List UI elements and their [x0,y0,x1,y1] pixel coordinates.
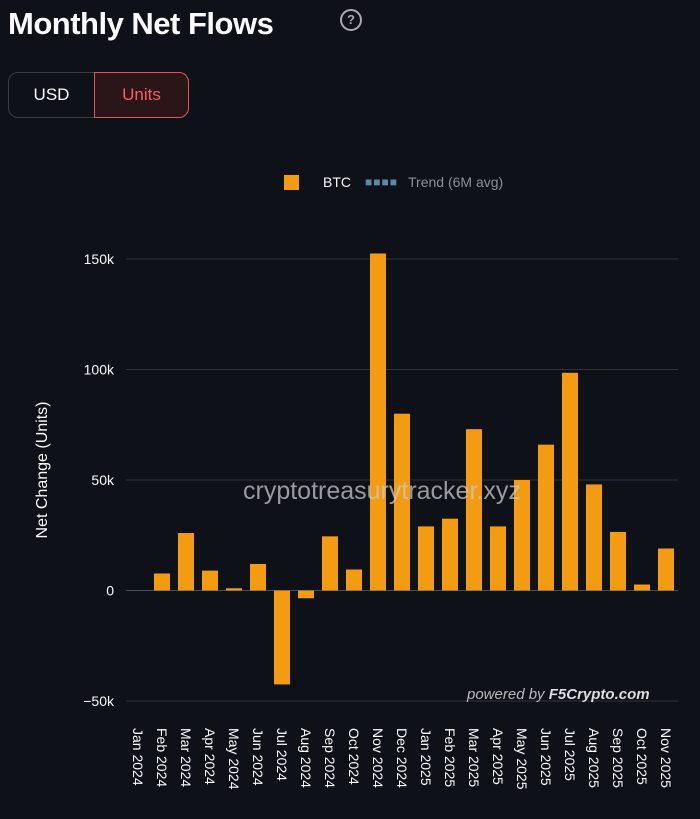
page-title: Monthly Net Flows [8,6,274,41]
bar[interactable] [490,526,506,591]
watermark: cryptotreasurytracker.xyz [243,477,521,505]
x-tick-label: May 2024 [226,728,242,790]
bar[interactable] [322,536,338,591]
x-tick-label: Sep 2025 [610,728,626,788]
y-tick-label: 150k [84,251,115,267]
x-tick-label: Aug 2025 [586,728,602,788]
x-tick-label: Jul 2025 [562,728,578,781]
powered-prefix: powered by [467,686,545,703]
bar[interactable] [514,480,530,591]
bar[interactable] [394,413,410,591]
bar[interactable] [298,590,314,599]
y-tick-label: 50k [91,472,115,488]
legend-btc-swatch[interactable] [284,174,299,190]
x-tick-label: Aug 2024 [298,728,314,788]
x-tick-label: Dec 2024 [394,728,410,788]
x-tick-label: Jun 2025 [538,728,554,786]
bar[interactable] [202,570,218,591]
legend-trend-label[interactable]: Trend (6M avg) [408,174,504,190]
x-tick-label: Oct 2025 [634,728,650,785]
x-tick-label: Nov 2025 [658,728,674,788]
x-tick-label: Mar 2024 [178,728,194,787]
x-tick-label: Mar 2025 [466,728,482,787]
powered-by: powered by F5Crypto.com [467,686,650,703]
x-tick-label: Jan 2025 [418,728,434,786]
y-tick-label: 0 [106,583,114,599]
bar[interactable] [370,253,386,591]
bar[interactable] [418,526,434,591]
x-tick-label: Apr 2025 [490,728,506,785]
bar[interactable] [226,588,242,591]
question-circle-icon[interactable]: ? [340,9,362,31]
x-tick-label: Jan 2024 [130,728,146,786]
x-tick-label: Apr 2024 [202,728,218,785]
bar[interactable] [442,518,458,591]
x-tick-label: Oct 2024 [346,728,362,785]
unit-toggle: USD Units [8,72,189,118]
bar[interactable] [466,429,482,591]
x-tick-label: Feb 2025 [442,728,458,787]
bar[interactable] [538,444,554,591]
x-tick-label: Jul 2024 [274,728,290,781]
bar[interactable] [346,569,362,591]
bar[interactable] [586,484,602,591]
bar[interactable] [562,372,578,591]
bar[interactable] [274,590,290,685]
legend-btc-label[interactable]: BTC [323,174,351,190]
x-tick-label: Sep 2024 [322,728,338,788]
bar[interactable] [610,531,626,591]
bar[interactable] [634,584,650,591]
legend-trend-swatch: ■■■■ [365,175,398,189]
usd-button[interactable]: USD [8,72,94,118]
bar[interactable] [178,533,194,591]
bar[interactable] [154,573,170,591]
y-tick-label: 100k [84,362,115,378]
x-tick-label: Jun 2024 [250,728,266,786]
x-tick-label: Nov 2024 [370,728,386,788]
y-tick-label: −50k [83,693,115,709]
bar[interactable] [250,563,266,591]
legend: BTC ■■■■ Trend (6M avg) [284,174,503,190]
x-tick-label: May 2025 [514,728,530,790]
bar[interactable] [658,548,674,591]
y-axis-title: Net Change (Units) [34,402,51,539]
x-tick-label: Feb 2024 [154,728,170,787]
units-button[interactable]: Units [94,72,189,118]
powered-brand: F5Crypto.com [548,686,650,703]
